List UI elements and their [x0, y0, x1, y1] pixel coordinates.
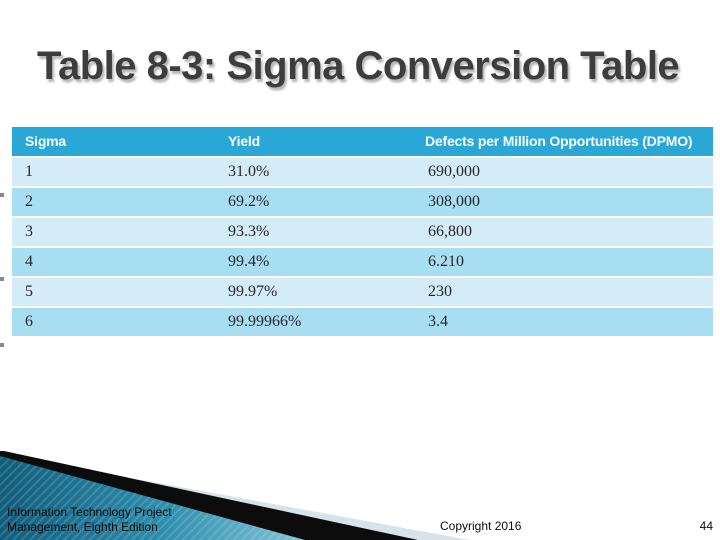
cell-dpmo: 230: [428, 283, 452, 300]
column-header-sigma: Sigma: [25, 133, 67, 149]
cell-dpmo: 308,000: [428, 193, 480, 210]
table-row: 1 31.0% 690,000: [12, 158, 713, 186]
slide-title: Table 8-3: Sigma Conversion Table: [37, 44, 680, 88]
cell-yield: 93.3%: [228, 223, 270, 240]
table-row: 5 99.97% 230: [12, 278, 713, 306]
table-row: 4 99.4% 6.210: [12, 248, 713, 276]
cell-dpmo: 6.210: [428, 253, 464, 270]
cell-yield: 99.99966%: [228, 313, 302, 330]
cell-sigma: 5: [25, 283, 33, 300]
column-header-yield: Yield: [228, 133, 260, 149]
cell-sigma: 4: [25, 253, 33, 270]
column-header-dpmo: Defects per Million Opportunities (DPMO): [425, 133, 693, 149]
cell-sigma: 3: [25, 223, 33, 240]
page-number: 44: [699, 519, 713, 533]
cell-sigma: 2: [25, 193, 33, 210]
table-row: 6 99.99966% 3.4: [12, 308, 713, 336]
cell-yield: 31.0%: [228, 163, 270, 180]
cell-yield: 69.2%: [228, 193, 270, 210]
footer-book-title: Information Technology Project Managemen…: [7, 505, 172, 535]
cell-dpmo: 690,000: [428, 163, 480, 180]
table-header-row: Sigma Yield Defects per Million Opportun…: [12, 127, 713, 156]
footer-book-title-line2: Management, Eighth Edition: [7, 520, 158, 534]
footer-copyright: Copyright 2016: [440, 519, 522, 533]
sigma-conversion-table: Sigma Yield Defects per Million Opportun…: [12, 127, 713, 336]
cell-dpmo: 66,800: [428, 223, 472, 240]
scan-artifact: [0, 277, 4, 281]
table-row: 2 69.2% 308,000: [12, 188, 713, 216]
cell-sigma: 1: [25, 163, 33, 180]
cell-dpmo: 3.4: [428, 313, 448, 330]
scan-artifact: [0, 193, 4, 197]
cell-sigma: 6: [25, 313, 33, 330]
table-row: 3 93.3% 66,800: [12, 218, 713, 246]
footer-book-title-line1: Information Technology Project: [7, 505, 172, 519]
scan-artifact: [0, 343, 4, 347]
cell-yield: 99.4%: [228, 253, 270, 270]
cell-yield: 99.97%: [228, 283, 278, 300]
